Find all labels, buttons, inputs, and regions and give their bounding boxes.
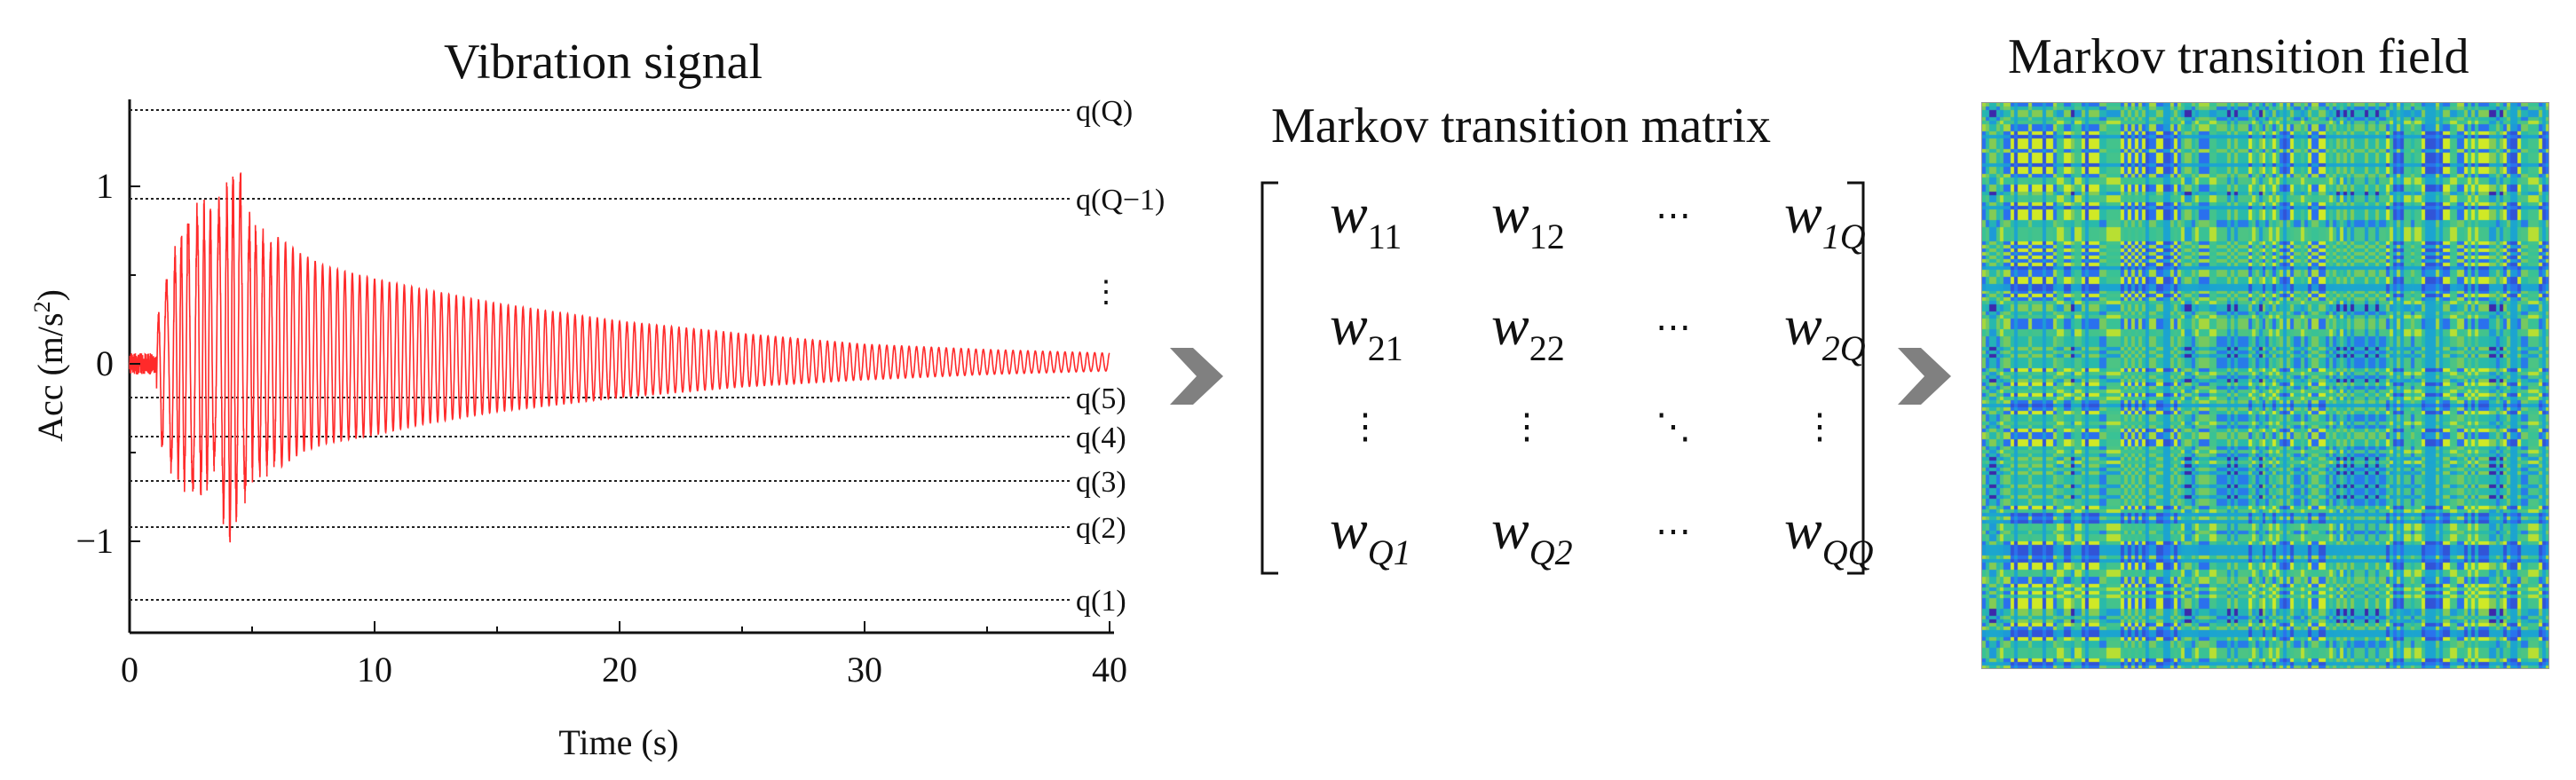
x-tick-label: 40: [1092, 650, 1127, 689]
y-axis-label-suffix: ): [30, 289, 70, 301]
matrix-entry-symbol: w: [1491, 182, 1529, 245]
arrow-right-icon: [1898, 348, 1951, 405]
matrix-entry: w22: [1491, 294, 1565, 368]
matrix-entry-subscript: 21: [1368, 328, 1403, 368]
matrix-entry-subscript: Q1: [1368, 532, 1411, 572]
signal-trace: [129, 172, 1110, 543]
matrix-entry-symbol: w: [1491, 294, 1529, 357]
arrow-right-icon: [1170, 348, 1223, 405]
x-tick-label: 30: [847, 650, 882, 689]
quantile-label: q(Q−1): [1076, 184, 1165, 217]
matrix-entry-symbol: w: [1330, 294, 1368, 357]
matrix-entry: wQQ: [1784, 498, 1874, 572]
x-axis-label: Time (s): [558, 722, 678, 762]
matrix-entry-symbol: w: [1330, 498, 1368, 561]
y-axis-label-sup: 2: [29, 301, 55, 312]
matrix-entry-symbol: w: [1491, 498, 1529, 561]
field-panel-title: Markov transition field: [2008, 29, 2469, 84]
y-axis-label: Acc (m/s2): [29, 289, 70, 442]
matrix-entry-symbol: w: [1784, 294, 1822, 357]
matrix-entry-subscript: 11: [1368, 217, 1403, 256]
quantile-level-lines: q(Q) q(Q−1) q(5) q(4) q(3) q(2) q(1): [130, 95, 1165, 618]
left-bracket: [1260, 181, 1278, 575]
quantile-label: q(5): [1076, 382, 1126, 415]
y-tick-label: −1: [75, 521, 114, 561]
matrix-entry-subscript: 12: [1529, 217, 1565, 256]
quantile-label: q(3): [1076, 466, 1126, 499]
quantile-label: q(1): [1076, 585, 1126, 618]
matrix-entry: w11: [1330, 182, 1402, 256]
matrix-panel-title: Markov transition matrix: [1271, 98, 1772, 154]
x-tick-label: 20: [602, 650, 637, 689]
matrix-entry: wQ1: [1330, 498, 1411, 572]
levels-vertical-ellipsis: ⋮: [1091, 276, 1121, 309]
matrix-entry: w21: [1330, 294, 1403, 368]
matrix-ellipsis: ⋮: [1802, 406, 1837, 446]
quantile-label: q(2): [1076, 512, 1126, 545]
matrix-ellipsis: ⋱: [1655, 406, 1691, 446]
quantile-label: q(Q): [1076, 95, 1133, 128]
x-axis-ticks: 0 10 20 30 40: [121, 621, 1127, 689]
matrix-entry: wQ2: [1491, 498, 1573, 572]
matrix-entry-symbol: w: [1784, 498, 1822, 561]
x-tick-label: 10: [357, 650, 392, 689]
markov-transition-field-image: [1981, 102, 2549, 669]
matrix-entry: w1Q: [1784, 182, 1866, 256]
matrix-ellipsis: ⋮: [1347, 406, 1383, 446]
signal-panel-title: Vibration signal: [444, 35, 763, 90]
right-bracket: [1847, 181, 1865, 575]
matrix-entry-symbol: w: [1784, 182, 1822, 245]
matrix-entry-symbol: w: [1330, 182, 1368, 245]
matrix-entry-subscript: Q2: [1529, 532, 1573, 572]
matrix-entry-subscript: QQ: [1822, 532, 1874, 572]
matrix-entry: w12: [1491, 182, 1565, 256]
matrix-ellipsis: ⋯: [1655, 511, 1691, 551]
y-axis-label-prefix: Acc (m/s: [30, 312, 70, 442]
y-axis-ticks: 1 0 −1: [75, 166, 140, 561]
y-tick-label: 1: [96, 166, 114, 206]
matrix-ellipsis: ⋯: [1655, 195, 1691, 235]
matrix-entry: w2Q: [1784, 294, 1866, 368]
matrix-ellipsis: ⋯: [1655, 307, 1691, 347]
matrix-entry-subscript: 22: [1529, 328, 1565, 368]
x-tick-label: 0: [121, 650, 138, 689]
matrix-entry-subscript: 2Q: [1822, 328, 1866, 368]
signal-plot: q(Q)q(Q−1)q(5)q(4)q(3)q(2)q(1) 0 10 20 30 40…: [29, 95, 1165, 762]
matrix-entry-subscript: 1Q: [1822, 217, 1866, 256]
y-tick-label: 0: [96, 343, 114, 383]
quantile-label: q(4): [1076, 422, 1126, 454]
matrix-ellipsis: ⋮: [1509, 406, 1545, 446]
